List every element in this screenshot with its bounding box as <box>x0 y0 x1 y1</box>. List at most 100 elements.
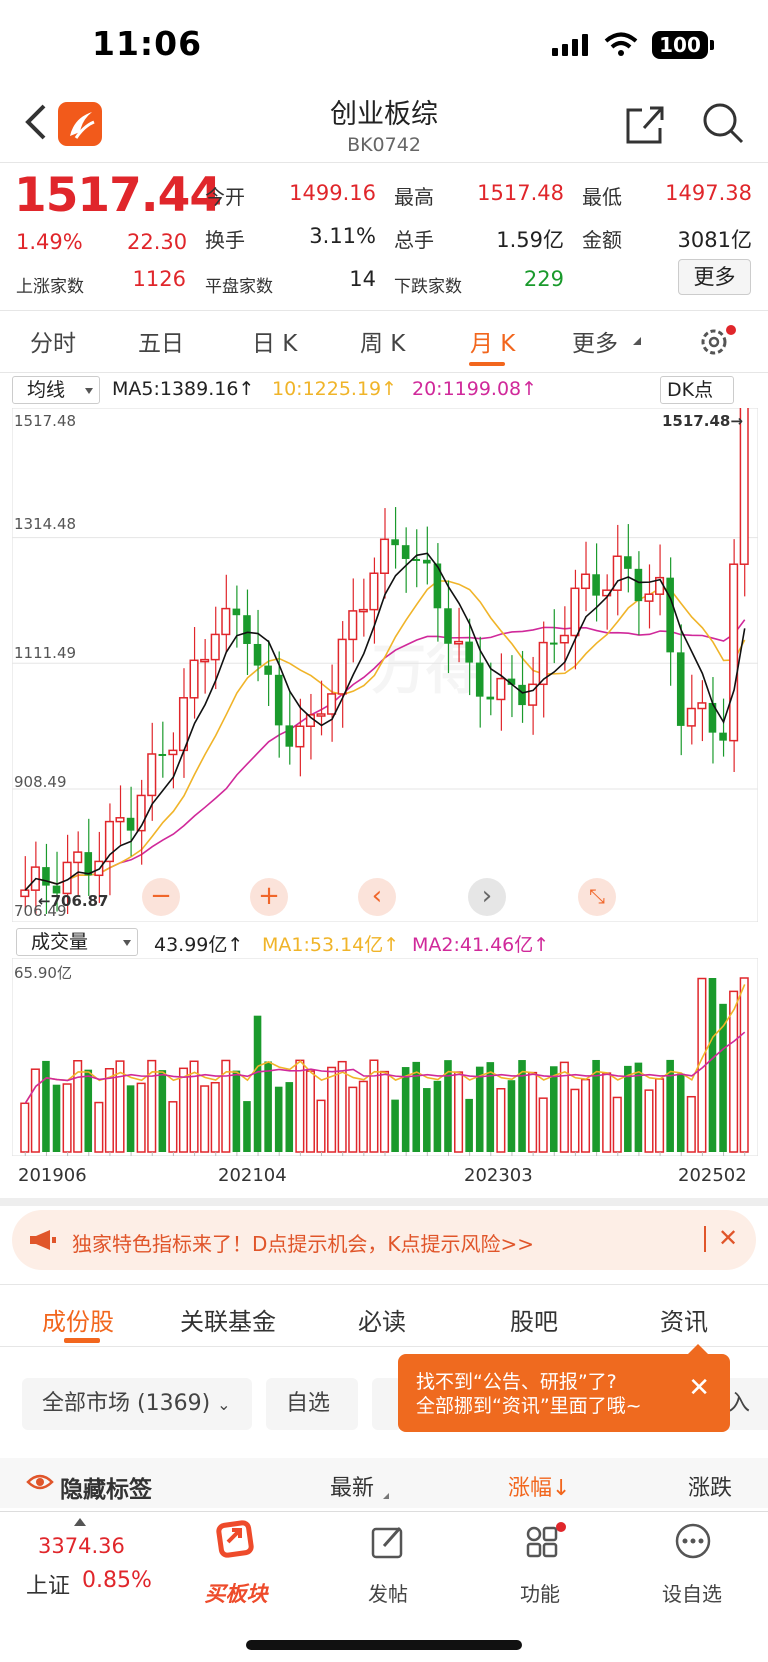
volume-bar <box>295 1059 305 1153</box>
volume-bar <box>559 1061 569 1153</box>
ma5-value: MA5:1389.16↑ <box>112 378 255 400</box>
candle-body <box>518 684 526 706</box>
volume-bar <box>348 1086 358 1153</box>
sort-change[interactable]: 涨幅↓ <box>508 1476 571 1501</box>
close-icon[interactable]: ✕ <box>718 1224 739 1252</box>
news-tooltip[interactable]: 找不到“公告、研报”了? 全部挪到“资讯”里面了哦~ ✕ <box>398 1344 730 1432</box>
indicator-select[interactable]: 均线 <box>12 376 100 404</box>
buy-board-label[interactable]: 买板块 <box>204 1582 268 1606</box>
divider <box>0 1346 768 1347</box>
tab-related-funds[interactable]: 关联基金 <box>180 1308 276 1336</box>
volume-indicator-select[interactable]: 成交量 <box>16 928 138 956</box>
zoom-out-button[interactable]: − <box>142 878 180 916</box>
x-axis-label: 202303 <box>464 1165 533 1186</box>
volume-bar <box>327 1066 337 1153</box>
more-dots-icon[interactable] <box>674 1522 712 1560</box>
volume-bar <box>570 1088 580 1153</box>
volume-bar <box>136 1082 146 1153</box>
price-axis-label: 1111.49 <box>14 644 77 662</box>
volume-bar <box>412 1061 421 1152</box>
candle-body <box>739 408 749 565</box>
volume-bar <box>274 1086 283 1152</box>
share-icon[interactable] <box>624 102 668 146</box>
scroll-left-button[interactable]: ‹ <box>358 878 396 916</box>
volume-bar <box>243 1101 251 1152</box>
tab-more[interactable]: 更多 <box>572 331 618 357</box>
tab-must-read[interactable]: 必读 <box>358 1308 406 1336</box>
volume-bar <box>465 1098 473 1152</box>
volume-chart <box>12 958 758 1156</box>
price-axis-label: 1314.48 <box>14 515 77 533</box>
amount-value: 3081亿 <box>677 228 752 252</box>
x-axis-label: 202502 <box>678 1165 747 1186</box>
candle-body <box>719 732 727 741</box>
down-count-label: 下跌家数 <box>394 277 462 297</box>
amount-label: 金额 <box>582 228 622 252</box>
volume-bar <box>285 1082 294 1152</box>
tab-monthly-k[interactable]: 月 K <box>470 331 516 357</box>
scroll-right-button[interactable]: › <box>468 878 506 916</box>
hide-tags-button[interactable]: 隐藏标签 <box>60 1477 152 1503</box>
change-value: 22.30 <box>127 230 188 254</box>
volume-bar <box>549 1066 558 1152</box>
candle-body <box>221 607 231 636</box>
low-marker: ←706.87 <box>38 892 109 910</box>
tab-five-day[interactable]: 五日 <box>138 331 184 357</box>
edit-icon[interactable] <box>370 1524 406 1560</box>
sort-latest[interactable]: 最新 <box>330 1476 375 1501</box>
caret-up-icon <box>74 1518 86 1526</box>
watchlist-filter-label: 自选 <box>286 1391 331 1416</box>
gear-icon[interactable] <box>698 324 738 358</box>
divider <box>0 162 768 163</box>
promo-banner[interactable] <box>12 1210 756 1270</box>
filter-pill[interactable] <box>372 1378 402 1430</box>
sort-change-label: 涨幅 <box>508 1476 553 1501</box>
fullscreen-icon[interactable]: ⤡ <box>578 878 616 916</box>
volume-ma1: MA1:53.14亿↑ <box>262 934 400 956</box>
volume-bar <box>580 1078 591 1153</box>
grid-icon[interactable] <box>522 1522 566 1560</box>
more-stats-button[interactable]: 更多 <box>678 259 751 295</box>
watchlist-filter[interactable]: 自选 <box>266 1378 358 1430</box>
tab-intraday[interactable]: 分时 <box>30 331 76 357</box>
index-name[interactable]: 上证 <box>26 1574 71 1599</box>
sort-row <box>0 1458 768 1508</box>
sort-change-amount[interactable]: 涨跌 <box>688 1476 733 1501</box>
tab-daily-k[interactable]: 日 K <box>252 331 298 357</box>
index-value[interactable]: 3374.36 <box>38 1534 125 1558</box>
tab-news[interactable]: 资讯 <box>660 1308 708 1336</box>
candle-body <box>391 539 399 546</box>
candle-body <box>200 658 210 663</box>
candle-body <box>295 725 305 748</box>
buy-board-icon[interactable] <box>214 1520 258 1560</box>
x-axis-label: 201906 <box>18 1165 87 1186</box>
function-label[interactable]: 功能 <box>520 1582 560 1606</box>
high-label: 最高 <box>394 185 434 209</box>
post-label[interactable]: 发帖 <box>368 1582 408 1606</box>
search-icon[interactable] <box>700 100 746 146</box>
volume-bar <box>52 1084 61 1152</box>
banner-text[interactable]: 独家特色指标来了！D点提示机会，K点提示风险>> <box>72 1232 535 1256</box>
candle-body <box>634 568 643 602</box>
candle-body <box>686 707 696 727</box>
close-icon[interactable]: ✕ <box>688 1373 710 1403</box>
candlestick-chart[interactable]: 万得 <box>12 408 758 922</box>
tab-constituents[interactable]: 成份股 <box>42 1308 114 1336</box>
volume-bar <box>454 1071 464 1153</box>
zoom-in-button[interactable]: + <box>250 878 288 916</box>
index-change[interactable]: 0.85% <box>82 1568 152 1593</box>
tab-weekly-k[interactable]: 周 K <box>360 331 406 357</box>
high-marker: 1517.48→ <box>662 412 743 430</box>
market-filter[interactable]: 全部市场 (1369) ⌄ <box>22 1378 252 1430</box>
eye-icon[interactable] <box>26 1472 54 1492</box>
volume-select-value: 成交量 <box>31 931 89 953</box>
dk-point-button[interactable]: DK点 <box>660 376 734 404</box>
candle-body <box>136 794 146 832</box>
volume-bar <box>264 1061 272 1152</box>
back-icon[interactable] <box>22 100 52 144</box>
volume-bar <box>391 1099 399 1152</box>
caret-icon <box>633 337 641 345</box>
up-count-label: 上涨家数 <box>16 277 84 297</box>
add-watchlist-label[interactable]: 设自选 <box>662 1582 722 1606</box>
tab-forum[interactable]: 股吧 <box>510 1308 558 1336</box>
